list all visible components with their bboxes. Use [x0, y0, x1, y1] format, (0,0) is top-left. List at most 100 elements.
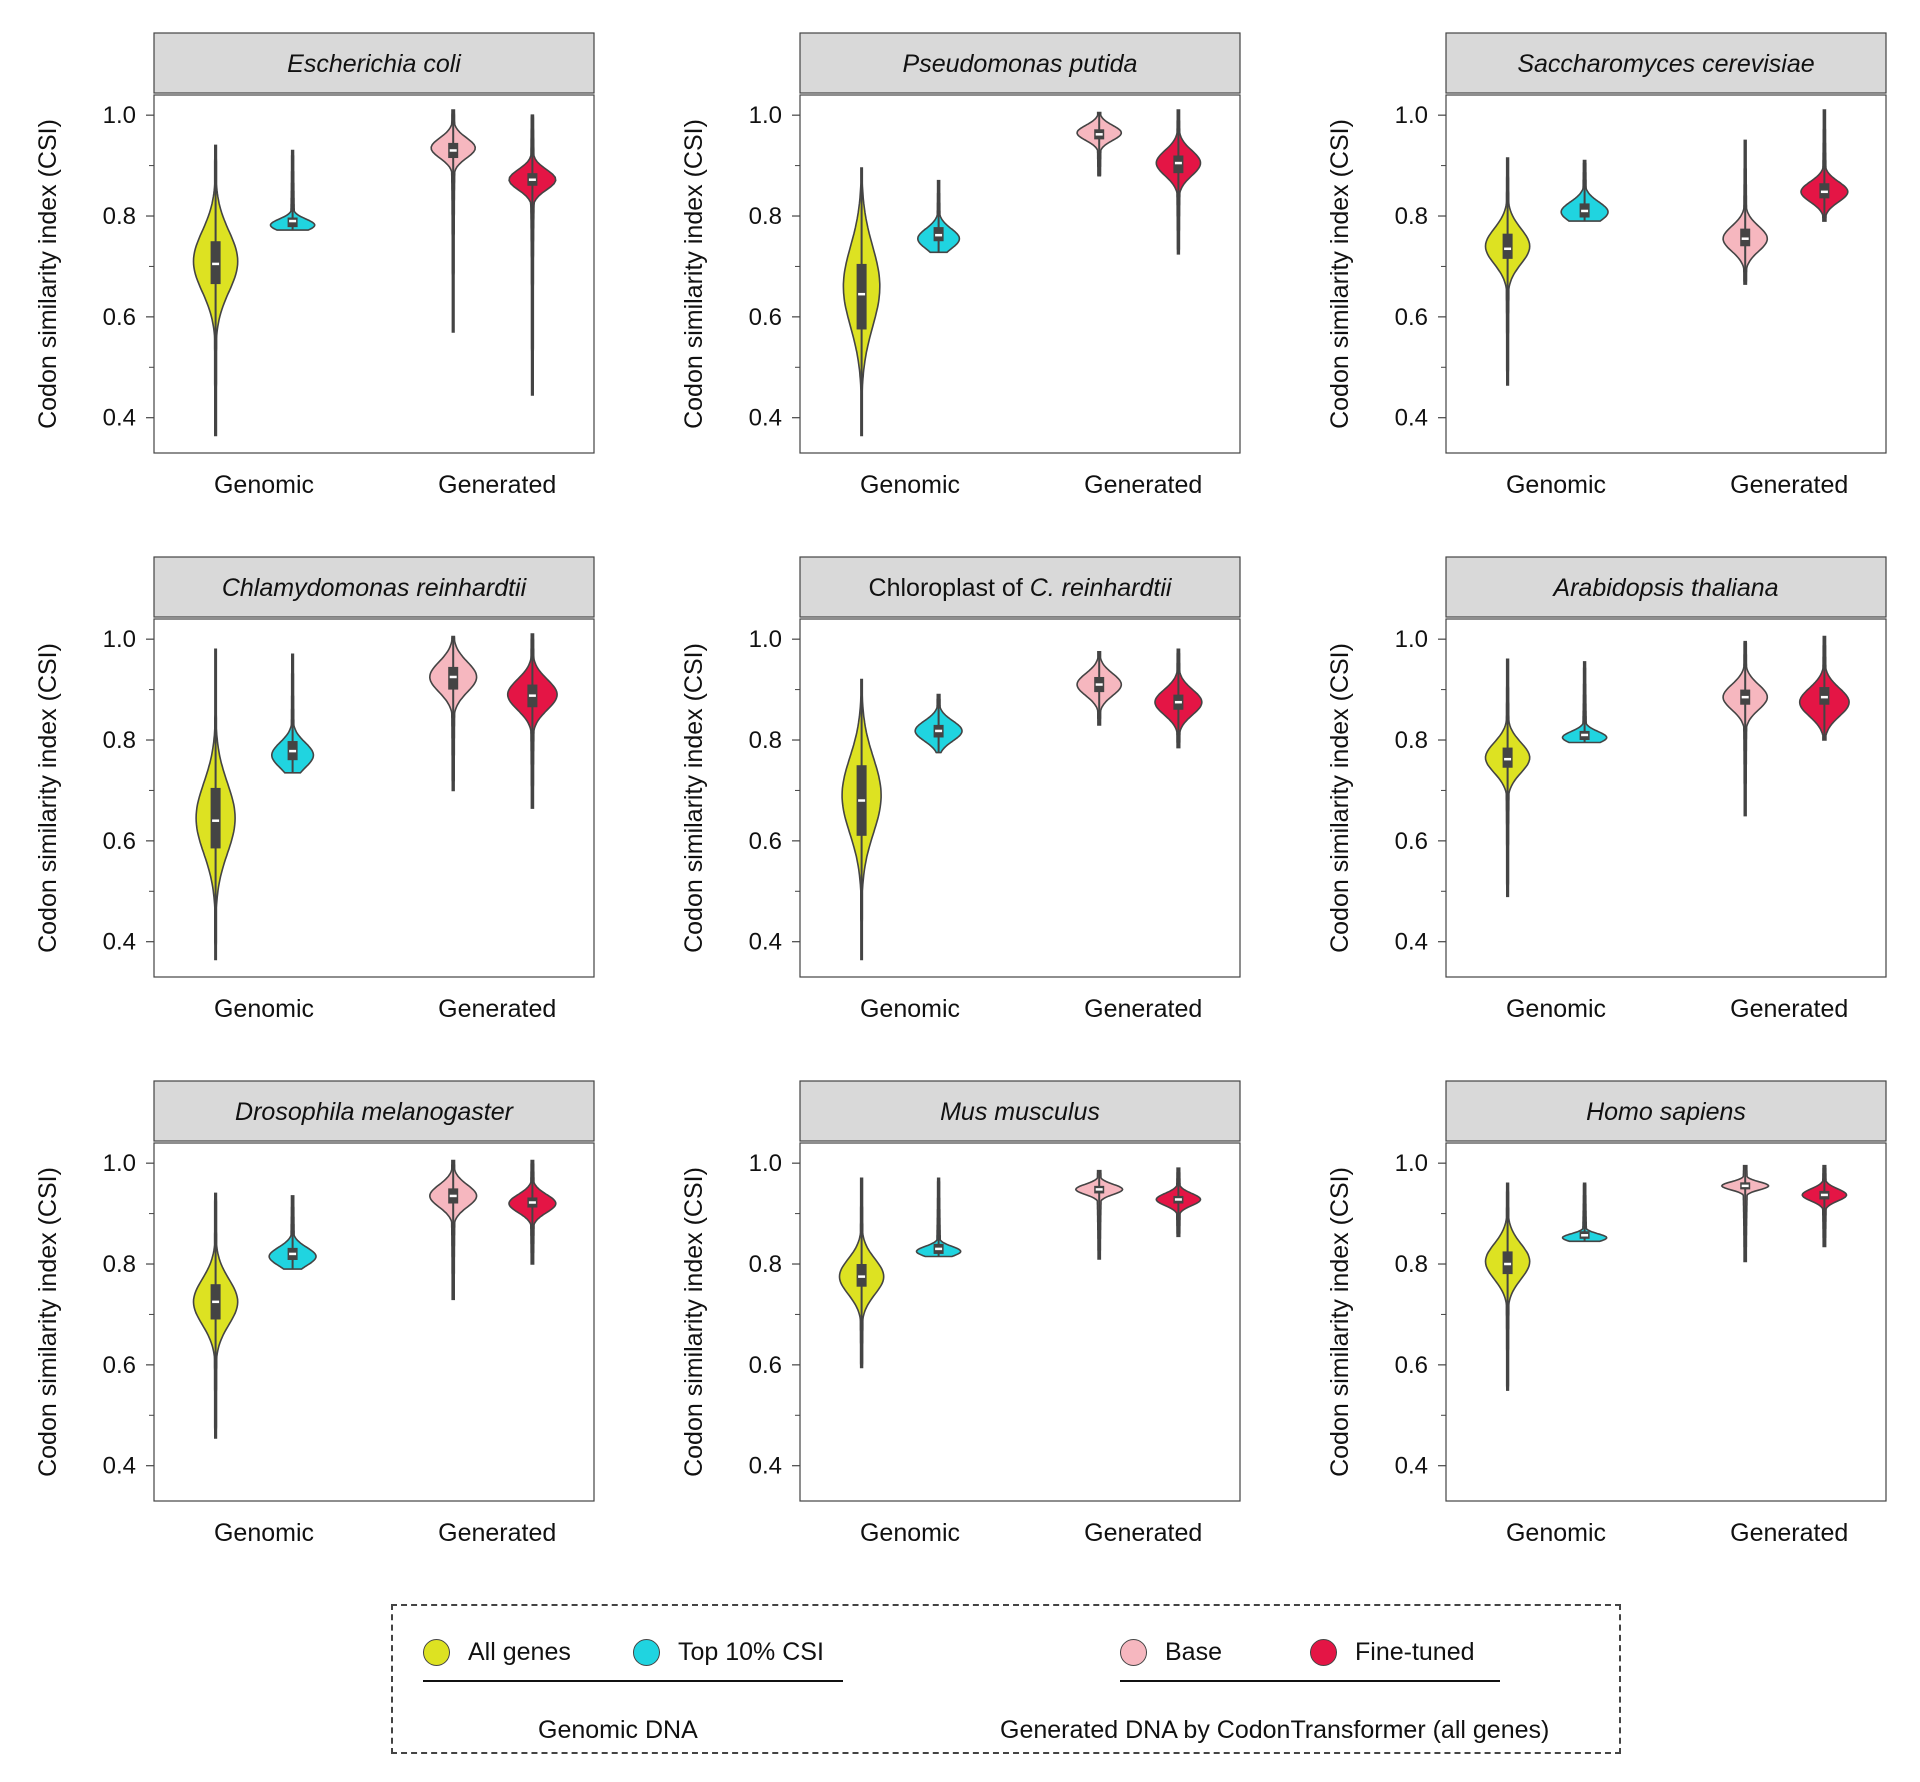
violin-iqr-box	[448, 666, 459, 690]
y-axis-label: Codon similarity index (CSI)	[1326, 1167, 1354, 1477]
legend-swatch-top10	[633, 1639, 660, 1666]
legend-group-generated: Generated DNA by CodonTransformer (all g…	[1000, 1716, 1550, 1744]
y-tick-label: 1.0	[749, 1150, 782, 1177]
y-tick-label: 1.0	[1395, 626, 1428, 653]
y-tick-label: 0.8	[749, 203, 782, 230]
x-category-label: Generated	[1084, 1519, 1202, 1547]
violin-iqr-box	[1502, 747, 1513, 768]
legend-group-genomic: Genomic DNA	[538, 1716, 698, 1744]
y-tick-label: 0.6	[103, 828, 136, 855]
x-category-label: Genomic	[860, 471, 960, 499]
legend-item-all-genes: All genes	[423, 1638, 571, 1667]
y-tick-label: 1.0	[1395, 102, 1428, 129]
y-tick-label: 1.0	[749, 626, 782, 653]
legend: All genes Top 10% CSI Base Fine-tuned Ge…	[391, 1604, 1621, 1754]
legend-label-top10: Top 10% CSI	[678, 1638, 824, 1666]
panel-strip	[799, 32, 1241, 94]
x-category-label: Genomic	[1506, 471, 1606, 499]
x-category-label: Generated	[1730, 471, 1848, 499]
plot-frame	[1445, 94, 1887, 454]
legend-label-base: Base	[1165, 1638, 1222, 1666]
panel-homo-sapiens: Homo sapiens 0.4 0.6 0.8 1.0 Codon similarity…	[1326, 1080, 1887, 1547]
y-tick-label: 1.0	[103, 102, 136, 129]
panel-arabidopsis-thaliana: Arabidopsis thaliana 0.4 0.6 0.8 1.0 Codon si…	[1326, 556, 1887, 1023]
y-axis-label: Codon similarity index (CSI)	[680, 119, 708, 429]
y-tick-label: 0.4	[1395, 405, 1428, 432]
panel-strip	[1445, 556, 1887, 618]
y-tick-label: 0.6	[1395, 304, 1428, 331]
y-tick-label: 0.4	[1395, 1453, 1428, 1480]
x-category-label: Genomic	[1506, 995, 1606, 1023]
legend-label-all-genes: All genes	[468, 1638, 571, 1666]
y-axis-label: Codon similarity index (CSI)	[1326, 119, 1354, 429]
legend-swatch-finetuned	[1310, 1639, 1337, 1666]
y-tick-label: 1.0	[1395, 1150, 1428, 1177]
y-tick-label: 0.8	[103, 203, 136, 230]
panel-title: Homo sapiens	[1586, 1098, 1746, 1126]
plot-frame	[1445, 618, 1887, 978]
panel-title: Drosophila melanogaster	[235, 1098, 515, 1126]
x-category-label: Genomic	[860, 1519, 960, 1547]
y-tick-label: 0.8	[749, 727, 782, 754]
panel-strip	[1445, 32, 1887, 94]
y-tick-label: 0.8	[1395, 203, 1428, 230]
violin-iqr-box	[287, 217, 298, 228]
violin-iqr-box	[1819, 687, 1830, 705]
y-tick-label: 0.8	[1395, 1251, 1428, 1278]
panel-escherichia-coli: Escherichia coli 0.4 0.6 0.8 1.0 Codon simila…	[34, 32, 595, 499]
legend-item-base: Base	[1120, 1638, 1222, 1667]
x-category-label: Generated	[438, 995, 556, 1023]
x-category-label: Genomic	[214, 471, 314, 499]
y-tick-label: 0.6	[749, 304, 782, 331]
y-tick-label: 0.8	[1395, 727, 1428, 754]
y-tick-label: 0.6	[103, 304, 136, 331]
y-axis-label: Codon similarity index (CSI)	[34, 1167, 62, 1477]
legend-item-top10: Top 10% CSI	[633, 1638, 824, 1667]
x-category-label: Generated	[438, 471, 556, 499]
panel-strip	[799, 556, 1241, 618]
y-axis-label: Codon similarity index (CSI)	[1326, 643, 1354, 953]
y-axis-label: Codon similarity index (CSI)	[34, 119, 62, 429]
x-category-label: Generated	[438, 1519, 556, 1547]
y-axis-label: Codon similarity index (CSI)	[34, 643, 62, 953]
panel-title: Pseudomonas putida	[903, 50, 1138, 78]
legend-swatch-all-genes	[423, 1639, 450, 1666]
panel-title: Chlamydomonas reinhardtii	[222, 574, 528, 602]
y-tick-label: 0.6	[749, 828, 782, 855]
y-tick-label: 0.6	[1395, 828, 1428, 855]
panel-drosophila-melanogaster: Drosophila melanogaster 0.4 0.6 0.8 1.0 Codon…	[34, 1080, 595, 1547]
violin-iqr-box	[1502, 233, 1513, 259]
plot-frame	[1445, 1142, 1887, 1502]
panel-title: Escherichia coli	[287, 50, 462, 78]
panel-mus-musculus: Mus musculus 0.4 0.6 0.8 1.0 Codon similarity…	[680, 1080, 1241, 1547]
y-tick-label: 0.6	[749, 1352, 782, 1379]
y-tick-label: 0.4	[749, 405, 782, 432]
violin-iqr-box	[1502, 1251, 1513, 1275]
panel-chloroplast-of-c-reinhardtii: Chloroplast of C. reinhardtii 0.4 0.6 0.8 1.…	[680, 556, 1241, 1023]
y-tick-label: 1.0	[749, 102, 782, 129]
panel-strip	[799, 1080, 1241, 1142]
y-axis-label: Codon similarity index (CSI)	[680, 643, 708, 953]
y-tick-label: 0.8	[103, 1251, 136, 1278]
panel-title: Mus musculus	[940, 1098, 1100, 1126]
x-category-label: Generated	[1730, 1519, 1848, 1547]
violin-iqr-box	[1173, 155, 1184, 174]
legend-label-finetuned: Fine-tuned	[1355, 1638, 1475, 1666]
panel-saccharomyces-cerevisiae: Saccharomyces cerevisiae 0.4 0.6 0.8 1.0 Codo…	[1326, 32, 1887, 499]
x-category-label: Genomic	[860, 995, 960, 1023]
y-tick-label: 0.4	[103, 1453, 136, 1480]
violin-figure: Escherichia coli 0.4 0.6 0.8 1.0 Codon simila…	[34, 32, 1887, 1547]
y-tick-label: 0.8	[749, 1251, 782, 1278]
violin-iqr-box	[856, 1264, 867, 1287]
legend-rule-genomic	[423, 1680, 843, 1682]
violin-iqr-box	[210, 241, 221, 285]
x-category-label: Genomic	[1506, 1519, 1606, 1547]
y-tick-label: 0.6	[1395, 1352, 1428, 1379]
y-tick-label: 1.0	[103, 626, 136, 653]
legend-rule-generated	[1120, 1680, 1500, 1682]
panel-strip	[1445, 1080, 1887, 1142]
y-tick-label: 0.4	[103, 929, 136, 956]
y-axis-label: Codon similarity index (CSI)	[680, 1167, 708, 1477]
x-category-label: Genomic	[214, 1519, 314, 1547]
y-tick-label: 0.4	[749, 1453, 782, 1480]
